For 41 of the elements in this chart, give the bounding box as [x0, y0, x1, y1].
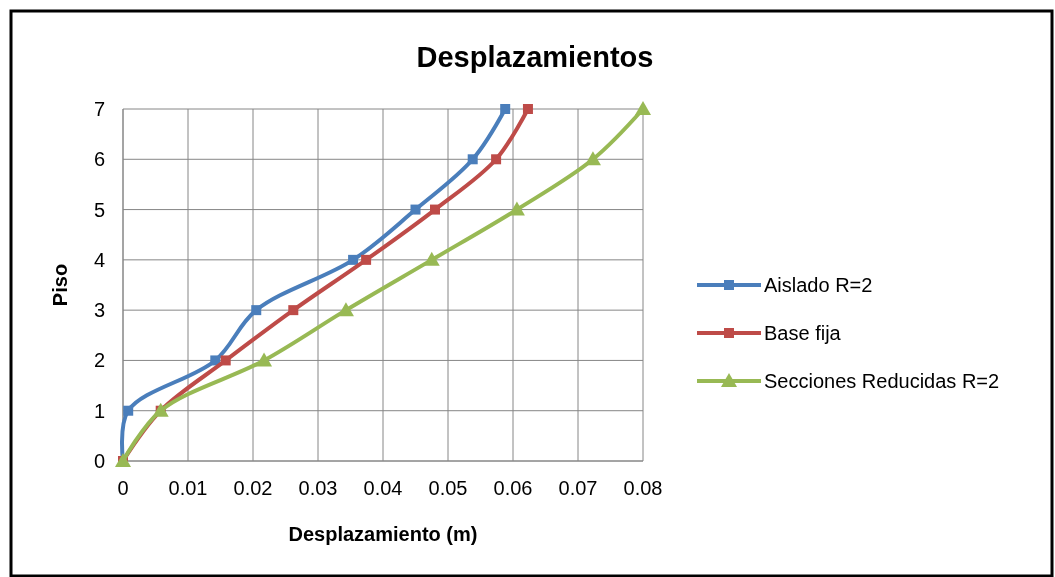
x-tick-label: 0.08 [623, 477, 663, 499]
y-tick-label: 6 [93, 148, 105, 171]
point [491, 154, 502, 165]
y-tick-label: 7 [93, 98, 105, 120]
point [337, 302, 354, 317]
legend-label: Secciones Reducidas R=2 [764, 370, 1000, 392]
point [220, 355, 231, 366]
legend-label: Aislado R=2 [764, 274, 873, 296]
y-tick-label: 5 [93, 198, 105, 221]
y-tick-label: 4 [93, 248, 105, 271]
point [288, 305, 299, 316]
y-tick-label: 3 [93, 299, 105, 322]
point [123, 405, 134, 416]
point [348, 254, 359, 265]
point [500, 104, 511, 114]
x-tick-label: 0.03 [298, 477, 338, 499]
x-axis-title: Desplazamiento (m) [288, 523, 478, 545]
point [430, 204, 440, 215]
x-tick-label: 0.01 [168, 477, 208, 499]
point [210, 355, 221, 366]
point [467, 154, 478, 165]
point [635, 101, 651, 115]
point [423, 251, 440, 266]
y-tick-label: 2 [93, 349, 105, 372]
point [256, 352, 273, 367]
chart-title: Desplazamientos [416, 41, 654, 73]
y-axis-title: Piso [49, 263, 71, 307]
point [361, 254, 372, 265]
x-tick-label: 0.05 [428, 477, 468, 499]
point [410, 204, 421, 215]
x-tick-label: 0.02 [233, 477, 273, 499]
x-tick-label: 0.04 [363, 477, 403, 499]
point [522, 104, 533, 114]
point [251, 305, 262, 316]
point [508, 201, 525, 216]
x-tick-label: 0.07 [558, 477, 598, 499]
legend-label: Base fija [764, 322, 842, 344]
x-tick-label: 0.06 [493, 477, 533, 499]
y-tick-label: 1 [93, 399, 105, 422]
y-tick-label: 0 [93, 450, 105, 472]
x-tick-label: 0 [117, 477, 129, 499]
